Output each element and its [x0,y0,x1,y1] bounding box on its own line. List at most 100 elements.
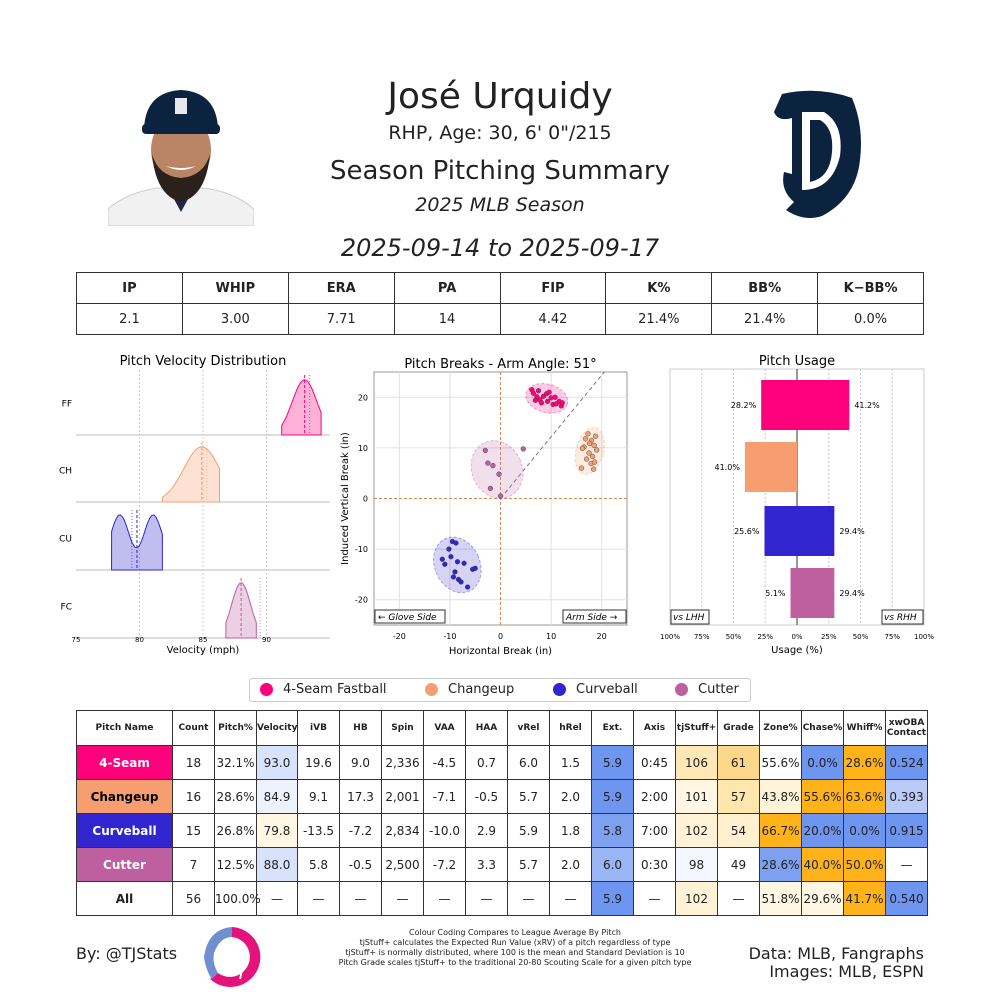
table-cell: 0.540 [885,881,928,916]
stats-header: WHIP [181,272,289,304]
table-cell: 2,834 [381,813,424,848]
table-cell: 5.7 [507,847,550,882]
footer-note: Pitch Grade scales tjStuff+ to the tradi… [338,958,692,967]
glove-side-box [374,609,446,624]
confidence-ellipse [433,536,482,594]
table-cell: — [507,881,550,916]
pitch-point [538,400,545,406]
stats-value: 14 [393,303,501,335]
column-header: HAA [465,710,508,746]
legend-item: 4-Seam Fastball [260,682,387,697]
table-cell: 16 [172,779,215,814]
table-cell: 0.0% [801,745,844,780]
stats-value: 2.1 [76,303,183,335]
table-cell: 0.524 [885,745,928,780]
x-tick-label: 0 [498,632,503,641]
arm-side-box [562,609,627,624]
stats-value: 3.00 [181,303,289,335]
table-cell: 7 [172,847,215,882]
table-cell: -13.5 [297,813,340,848]
x-tick-label: 75% [884,633,900,641]
table-cell: 3.3 [465,847,508,882]
legend-item: Cutter [675,682,739,697]
table-cell: 9.0 [339,745,382,780]
pitch-point [532,397,539,403]
table-cell: — [885,847,928,882]
table-row: 4-Seam 18 32.1% 93.0 19.6 9.0 2,336 -4.5 0.7 6.0 1… [76,745,928,780]
arm-side-label: Arm Side → [565,613,618,623]
usage-bar-rhh [797,506,835,556]
legend-label: Curveball [576,682,638,697]
stats-value: 4.42 [499,303,607,335]
pitch-name-cell: 4-Seam [76,745,173,780]
footer-note: tjStuff+ calculates the Expected Run Val… [359,938,671,947]
table-cell: 6.0 [591,847,634,882]
pitch-point [497,493,504,499]
pitch-metrics-table: Pitch Name Count Pitch% Velocity iVB HB Spin VA… [76,710,928,916]
table-cell: 98 [675,847,718,882]
pitch-point [559,400,565,406]
column-header: iVB [297,710,340,746]
table-cell: 106 [675,745,718,780]
pitch-point [591,442,597,448]
table-cell: 49 [717,847,760,882]
y-tick-label: -20 [355,596,368,605]
x-tick-label: 50% [726,633,742,641]
table-cell: 6.0 [507,745,550,780]
pitch-legend: 4-Seam Fastball Changeup Curveball Cutte… [249,678,751,702]
table-cell: 51.8% [759,881,802,916]
legend-marker [260,683,273,696]
pitch-name-cell: Curveball [76,813,173,848]
x-tick-label: 85 [199,636,208,644]
stats-header: K−BB% [817,272,924,304]
table-cell: 18 [172,745,215,780]
legend-label: Cutter [698,682,739,697]
table-cell: — [339,881,382,916]
column-header: HB [339,710,382,746]
pitch-point [458,579,464,585]
x-tick-label: -20 [393,632,406,641]
x-tick-label: 100% [660,633,680,641]
usage-label-rhh: 29.4% [839,589,865,598]
table-cell: -7.2 [423,847,466,882]
density-area [161,446,221,503]
table-cell: -0.5 [339,847,382,882]
table-cell: 43.8% [759,779,802,814]
pitch-point [530,390,536,396]
column-header: VAA [423,710,466,746]
table-cell: 0.0% [843,813,886,848]
table-cell: 28.6% [843,745,886,780]
pitch-point [482,447,488,454]
table-cell: — [381,881,424,916]
column-header: Grade [717,710,760,746]
table-cell: 5.9 [591,779,634,814]
table-cell: -4.5 [423,745,466,780]
table-cell: 63.6% [843,779,886,814]
table-cell: — [256,881,298,916]
footer-note: Colour Coding Compares to League Average… [409,928,621,937]
y-tick-label: 0 [363,495,368,504]
table-cell: — [423,881,466,916]
table-cell: 9.1 [297,779,340,814]
x-tick-label: 25% [757,633,773,641]
table-cell: 32.1% [214,745,257,780]
table-cell: 28.6% [759,847,802,882]
table-cell: 57 [717,779,760,814]
legend-marker [553,683,566,696]
table-cell: 93.0 [256,745,298,780]
pitch-point [472,565,478,571]
row-label: FC [61,603,72,613]
table-cell: 17.3 [339,779,382,814]
pitch-point [586,450,592,456]
stats-value: 21.4% [711,303,819,335]
usage-label-lhh: 25.6% [734,527,760,536]
pitch-usage-chart: Pitch Usage 28.2% 41.2% 41.0% 25.6% 29.4% 5.1%… [660,354,934,656]
player-headshot [108,84,254,226]
pitch-point [442,561,448,567]
images-source: Images: MLB, ESPN [769,962,924,981]
team-logo [774,90,861,218]
table-cell: 5.9 [591,881,634,916]
usage-bar-rhh [797,568,835,618]
table-cell: 2,500 [381,847,424,882]
rhh-box [881,609,924,625]
